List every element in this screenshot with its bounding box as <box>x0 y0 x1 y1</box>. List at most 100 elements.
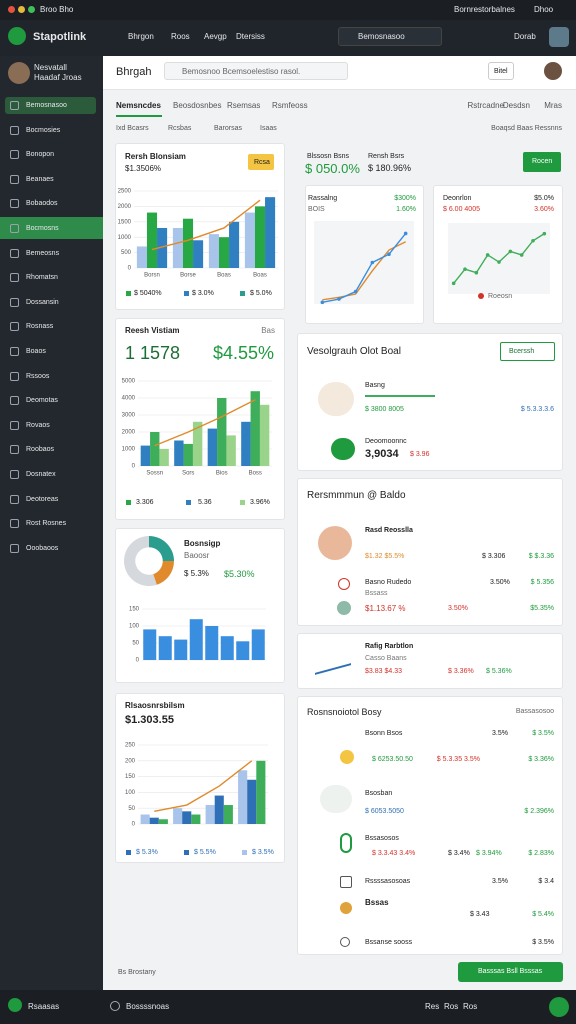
y-tick-label: 0 <box>132 822 136 828</box>
y-tick-label: 2000 <box>118 204 132 210</box>
tab[interactable]: Rsemsas <box>227 101 261 110</box>
label: Blssosn Bsns <box>307 153 350 160</box>
menu-item[interactable]: Bobaodos <box>26 200 58 208</box>
bar <box>174 639 188 660</box>
bar <box>220 636 234 660</box>
bar <box>140 445 151 466</box>
menu-icon <box>10 224 19 233</box>
tab[interactable]: Mras <box>544 101 562 110</box>
filter: Barorsas <box>214 125 243 132</box>
y-tick-label: 2000 <box>122 430 136 436</box>
menu-item[interactable]: Bemeosns <box>26 249 60 257</box>
menu-icon <box>10 396 19 406</box>
menu-item[interactable]: Roobaos <box>26 446 55 454</box>
y-tick-label: 100 <box>129 624 140 630</box>
legend-swatch <box>186 500 191 505</box>
value: $ 5.3% <box>184 569 209 578</box>
button-label[interactable]: Bcerssh <box>509 348 535 355</box>
menu-item[interactable]: Rosnass <box>26 323 54 331</box>
bar <box>157 227 168 268</box>
menu-item[interactable]: Bemosnasoo <box>26 102 67 109</box>
button-label[interactable]: Rocen <box>532 158 553 165</box>
menu-item[interactable]: Boaos <box>26 348 46 355</box>
nav-item[interactable]: Aevgp <box>204 32 227 41</box>
badge[interactable] <box>248 154 274 170</box>
icon <box>340 876 352 888</box>
tab-underline <box>116 115 162 117</box>
menu-item[interactable]: Rost Rosnes <box>26 520 67 528</box>
row-value: $ 3.43 <box>470 911 490 918</box>
nav-item[interactable]: Bhrgon <box>128 32 154 41</box>
legend-label: $ 5.3% <box>136 849 158 856</box>
filter: Boaqsd Baas Ressnns <box>491 125 562 132</box>
search[interactable] <box>338 27 442 46</box>
search-text[interactable]: Bemosnoo Bcemsoelestiso rasol. <box>182 67 301 76</box>
bar <box>244 212 255 268</box>
badge[interactable] <box>488 62 514 80</box>
icon <box>318 526 352 560</box>
card-meta: Bas <box>261 326 275 335</box>
search[interactable] <box>164 62 348 80</box>
y-tick-label: 1000 <box>118 235 132 241</box>
point <box>403 231 408 236</box>
search-text[interactable]: Bemosnasoo <box>358 32 405 41</box>
tab[interactable]: Nemsncdes <box>116 101 161 110</box>
tab[interactable]: Beosdosnbes <box>173 101 222 110</box>
badge-text[interactable]: Bitel <box>494 68 508 75</box>
menu-item[interactable]: Bocmosns <box>26 225 59 232</box>
row-value: $ 5.356 <box>530 579 554 586</box>
nav-item[interactable]: Dtersiss <box>236 32 265 41</box>
menu-item[interactable]: Rssoos <box>26 372 50 380</box>
link[interactable]: Res <box>425 1002 440 1011</box>
bar <box>217 398 227 466</box>
tab[interactable]: Bossssnoas <box>126 1002 170 1011</box>
icon <box>110 1001 120 1011</box>
legend-swatch <box>478 293 484 299</box>
highlighted-item[interactable] <box>0 217 103 239</box>
link[interactable]: Ros <box>463 1002 478 1011</box>
bar <box>189 619 203 660</box>
point <box>320 300 325 305</box>
card-title: Rassalng <box>308 195 338 202</box>
menu-item[interactable]: Rhomatsn <box>26 274 58 282</box>
menu-item[interactable]: Bonopon <box>26 151 55 159</box>
link[interactable]: Ros <box>444 1002 459 1011</box>
tab[interactable]: Rsmfeoss <box>272 101 308 110</box>
button[interactable] <box>500 342 555 361</box>
button[interactable] <box>523 152 561 172</box>
button[interactable] <box>458 962 563 982</box>
tab[interactable]: Rstrcadne <box>467 101 504 110</box>
bar <box>173 808 183 824</box>
menu-item[interactable]: Dossansin <box>26 298 59 306</box>
menu-item[interactable]: Rovaos <box>26 421 50 429</box>
menu-item[interactable]: Ooobaoos <box>26 544 59 552</box>
row-stat: $5.35% <box>530 605 554 612</box>
rate: 1.60% <box>396 206 416 213</box>
selected-item[interactable] <box>5 97 96 114</box>
card-title: Rersmmmun @ Baldo <box>307 490 406 501</box>
card-title: Rosnsnoiotol Bosy <box>307 707 382 717</box>
y-tick-label: 0 <box>136 658 140 664</box>
nav-item[interactable]: Roos <box>171 32 190 41</box>
menu-item[interactable]: Deotoreas <box>26 495 59 503</box>
menu-item[interactable]: Deomotas <box>26 397 58 405</box>
logo-icon <box>8 27 26 45</box>
menu-item[interactable]: Bocmosies <box>26 126 61 134</box>
button-label[interactable]: Basssas Bsll Bsssas <box>478 968 543 975</box>
avatar <box>8 62 30 84</box>
y-tick-label: 150 <box>129 607 140 613</box>
card-action[interactable]: Bassasosoo <box>515 708 554 715</box>
y-tick-label: 5000 <box>122 379 136 385</box>
y-tick-label: 150 <box>125 774 136 780</box>
badge-text[interactable]: Rcsa <box>254 159 270 166</box>
menu-item[interactable]: Beanaes <box>26 175 54 183</box>
chart <box>314 221 414 305</box>
row-rate: 3.5% <box>492 730 508 737</box>
menu-item[interactable]: Dosnatex <box>26 471 56 478</box>
icon <box>331 438 355 460</box>
tab[interactable]: Desdsn <box>502 101 530 110</box>
chart: 0 1000 2000 3000 4000 5000 Sossn Sors Bios Boss <box>122 379 272 477</box>
row-value: $3.83 $4.33 <box>365 668 402 675</box>
bar <box>149 817 159 824</box>
